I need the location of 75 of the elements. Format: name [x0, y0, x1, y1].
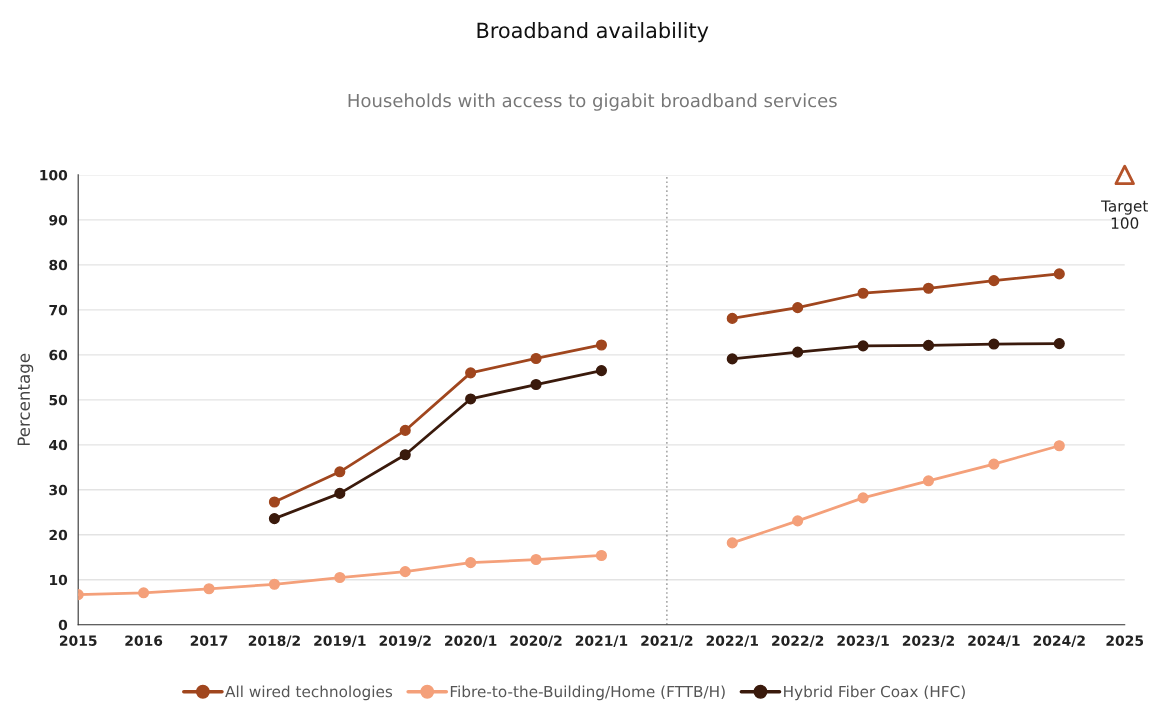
y-tick-label: 100: [40, 169, 68, 181]
series-label: Target: [1101, 200, 1148, 215]
point: [595, 339, 608, 351]
point: [203, 583, 215, 595]
legend-label: All wired technologies: [225, 685, 393, 701]
point: [334, 571, 346, 584]
point: [857, 492, 869, 504]
x-tick-label: 2022/1: [706, 635, 758, 648]
point: [268, 578, 280, 590]
y-tick-label: 60: [49, 349, 68, 361]
x-tick-label: 2022/2: [772, 635, 824, 648]
point: [465, 393, 477, 405]
point: [1114, 164, 1135, 186]
y-tick-label: 50: [49, 394, 68, 406]
legend-label: Hybrid Fiber Coax (HFC): [784, 685, 965, 701]
point: [138, 587, 150, 599]
point: [988, 275, 1000, 287]
y-tick-label: 30: [49, 484, 68, 496]
x-tick-label: 2017: [190, 635, 228, 646]
point: [792, 515, 804, 527]
point: [857, 340, 869, 352]
y-axis-title: Percentage: [17, 353, 34, 446]
point: [988, 458, 1000, 470]
x-tick-label: 2021/1: [575, 635, 628, 648]
y-tick-label: 0: [58, 619, 68, 631]
x-tick-label: 2023/2: [902, 635, 954, 648]
point: [399, 449, 411, 461]
y-tick-label: 90: [49, 214, 68, 226]
point: [530, 553, 542, 566]
point: [399, 566, 411, 578]
data-label: 100: [1111, 217, 1139, 229]
point: [530, 352, 542, 365]
x-tick-label: 2024/1: [968, 635, 1020, 648]
point: [334, 466, 346, 478]
point: [922, 282, 935, 294]
x-tick-label: 2025: [1106, 635, 1144, 646]
point: [988, 338, 1000, 350]
y-tick-label: 80: [49, 259, 68, 271]
y-tick-label: 70: [49, 304, 68, 316]
point: [595, 549, 608, 562]
chart-title: Broadband availability: [477, 22, 709, 43]
x-tick-label: 2018/2: [248, 635, 300, 648]
x-tick-label: 2020/1: [445, 635, 497, 648]
point: [792, 302, 804, 314]
point: [530, 378, 542, 391]
point: [268, 496, 280, 508]
point: [334, 487, 346, 499]
point: [792, 346, 804, 358]
point: [465, 367, 477, 379]
chart-subtitle: Households with access to gigabit broadband services: [348, 93, 837, 111]
point: [726, 353, 738, 365]
x-tick-label: 2024/2: [1033, 635, 1085, 648]
x-tick-label: 2020/2: [510, 635, 562, 648]
point: [399, 424, 411, 436]
point: [595, 365, 608, 377]
x-tick-label: 2016: [125, 635, 163, 646]
x-tick-label: 2019/1: [314, 635, 366, 648]
point: [1053, 338, 1065, 350]
y-tick-label: 20: [49, 529, 68, 541]
point: [857, 287, 869, 299]
point: [726, 312, 738, 324]
point: [1053, 268, 1065, 280]
point: [922, 339, 935, 351]
x-tick-label: 2019/2: [379, 635, 431, 648]
y-tick-label: 40: [49, 439, 68, 451]
x-tick-label: 2023/1: [837, 635, 889, 648]
point: [1053, 440, 1065, 452]
x-tick-label: 2021/2: [641, 635, 693, 648]
point: [268, 513, 280, 525]
point: [726, 537, 738, 549]
point: [465, 557, 477, 569]
y-tick-label: 10: [50, 574, 68, 586]
legend-label: Fibre-to-the-Building/Home (FTTB/H): [450, 685, 725, 701]
point: [922, 475, 935, 487]
x-tick-label: 2015: [59, 635, 97, 646]
